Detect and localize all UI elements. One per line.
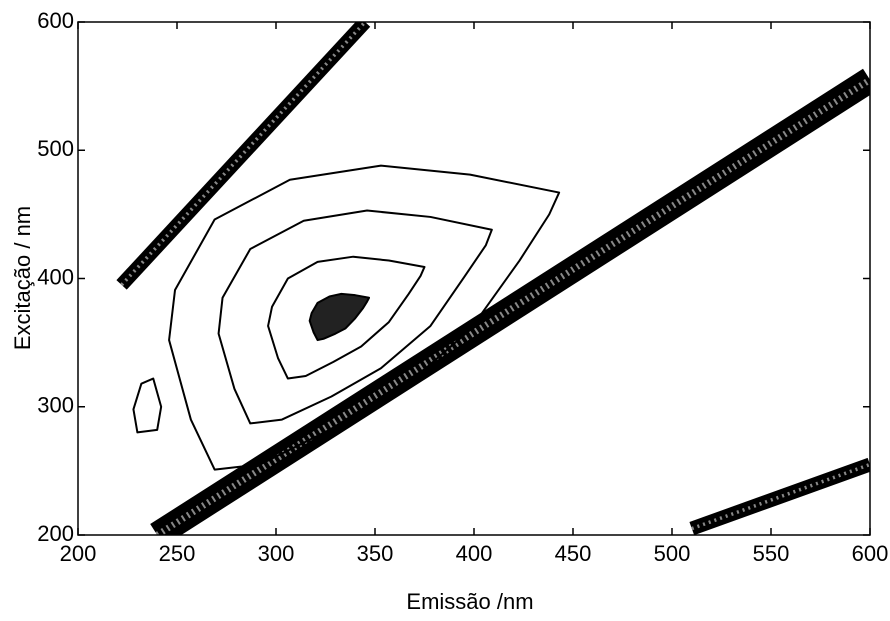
contour-line: [132, 377, 163, 434]
x-tick-label: 550: [753, 541, 790, 566]
x-tick-label: 450: [555, 541, 592, 566]
x-tick-label: 250: [159, 541, 196, 566]
x-tick-label: 200: [60, 541, 97, 566]
y-tick-label: 200: [37, 521, 74, 546]
x-tick-label: 350: [357, 541, 394, 566]
y-tick-label: 500: [37, 136, 74, 161]
contour-line: [168, 164, 561, 471]
y-axis-label: Excitação / nm: [10, 206, 35, 350]
x-tick-label: 600: [852, 541, 889, 566]
scatter-band: [689, 457, 870, 535]
scatter-band: [150, 68, 870, 535]
contour-line: [217, 209, 493, 425]
y-tick-label: 600: [37, 8, 74, 33]
y-tick-label: 400: [37, 264, 74, 289]
contour-line: [308, 292, 371, 342]
y-tick-label: 300: [37, 393, 74, 418]
x-tick-label: 300: [258, 541, 295, 566]
x-tick-label: 500: [654, 541, 691, 566]
x-axis-label: Emissão /nm: [406, 589, 533, 614]
contour-line: [267, 255, 426, 380]
plot-frame: [77, 21, 871, 536]
x-tick-label: 400: [456, 541, 493, 566]
scatter-band-core: [691, 462, 870, 531]
scatter-band: [116, 22, 371, 290]
